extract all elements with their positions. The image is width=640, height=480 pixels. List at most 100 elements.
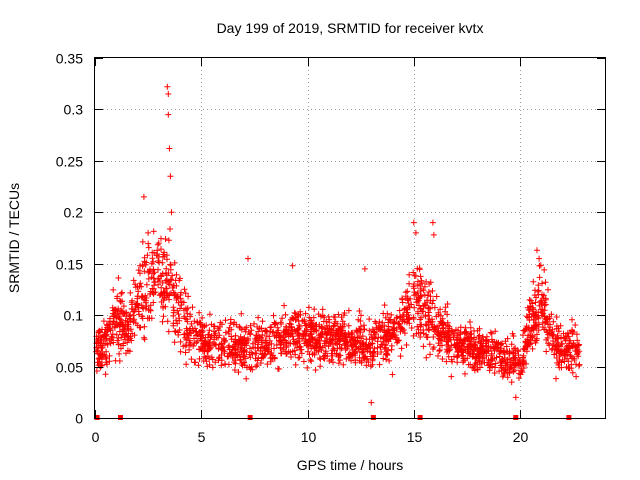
data-point (555, 342, 562, 349)
data-point (110, 339, 117, 346)
data-point (439, 315, 446, 322)
data-point (170, 322, 177, 329)
data-point (384, 310, 391, 317)
data-point (518, 367, 524, 374)
data-point (282, 311, 289, 318)
data-point (394, 339, 400, 346)
data-point (534, 331, 540, 338)
data-point (488, 357, 495, 364)
data-point (254, 357, 261, 364)
data-point (393, 334, 400, 341)
data-point (421, 283, 428, 290)
plot-frame (94, 57, 606, 419)
data-point (316, 344, 323, 351)
data-point (245, 337, 252, 344)
data-point (443, 349, 450, 355)
data-point (303, 328, 310, 335)
data-point (115, 305, 122, 312)
data-point (194, 318, 201, 325)
data-point (233, 321, 240, 328)
data-point (247, 354, 254, 361)
data-point (339, 318, 346, 325)
data-point (398, 325, 405, 332)
data-point (338, 314, 345, 321)
data-point (168, 290, 174, 296)
data-point (445, 343, 452, 350)
data-point (120, 303, 127, 310)
data-point (568, 365, 575, 372)
data-point (425, 304, 432, 311)
data-point (527, 297, 534, 304)
data-point (413, 299, 420, 306)
data-point (236, 323, 243, 330)
data-point (316, 355, 323, 361)
data-point (399, 295, 406, 302)
data-point (134, 293, 141, 300)
data-point (426, 318, 432, 325)
data-point (247, 331, 253, 338)
data-point (511, 354, 518, 361)
data-point (158, 299, 165, 305)
data-point (542, 279, 549, 286)
data-point (520, 358, 527, 365)
data-point (418, 321, 425, 328)
data-point (135, 267, 142, 274)
data-point (291, 347, 298, 354)
data-point (313, 321, 320, 328)
data-point (196, 309, 203, 316)
data-point (237, 324, 244, 331)
data-point (130, 317, 137, 324)
data-point (199, 347, 206, 354)
data-point (157, 291, 164, 298)
data-point (369, 336, 376, 343)
data-point (118, 307, 125, 314)
data-point (123, 350, 129, 357)
data-point (126, 348, 133, 355)
data-point (361, 326, 367, 333)
data-point (97, 353, 104, 360)
data-point (247, 322, 254, 329)
data-point (498, 367, 505, 374)
data-point (215, 327, 222, 334)
data-point (483, 337, 490, 344)
data-point (460, 346, 467, 353)
data-point (448, 373, 455, 380)
data-point (382, 314, 389, 321)
data-point (160, 313, 167, 320)
data-point (545, 321, 551, 328)
data-point (369, 357, 376, 364)
data-point (320, 318, 327, 325)
data-point (435, 327, 442, 334)
data-point (242, 355, 249, 362)
data-point (120, 340, 127, 347)
data-point (423, 278, 430, 285)
data-point (492, 328, 499, 335)
data-point (356, 339, 363, 346)
data-point (568, 342, 575, 349)
data-point (373, 324, 380, 331)
data-point (515, 352, 522, 359)
data-point (365, 359, 372, 366)
data-point (403, 306, 410, 313)
data-point (131, 332, 138, 339)
data-point (153, 252, 160, 259)
data-point (480, 334, 486, 341)
data-point (570, 329, 577, 336)
data-point (141, 268, 148, 275)
data-point (139, 238, 146, 245)
data-point (257, 360, 264, 366)
data-point (516, 375, 522, 381)
data-points (93, 83, 583, 406)
data-point (186, 346, 193, 353)
data-point (331, 347, 338, 354)
data-point (190, 343, 197, 349)
data-point (130, 277, 137, 284)
data-point (132, 284, 139, 291)
data-point (180, 343, 187, 350)
data-point (290, 315, 297, 322)
data-point (483, 352, 490, 359)
data-point (325, 343, 332, 350)
data-point (232, 360, 239, 367)
data-point (110, 307, 117, 314)
data-point (366, 316, 373, 323)
